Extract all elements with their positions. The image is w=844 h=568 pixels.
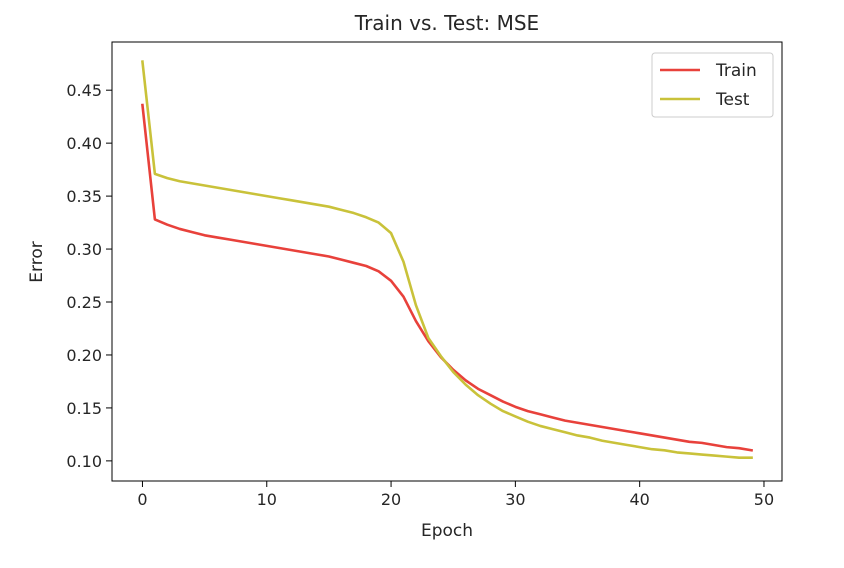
chart-title: Train vs. Test: MSE: [354, 11, 539, 35]
series-line-test: [141, 60, 753, 460]
x-tick-label: 50: [754, 490, 774, 509]
x-tick-label: 30: [505, 490, 525, 509]
y-tick-label: 0.15: [66, 399, 102, 418]
y-tick-label: 0.10: [66, 452, 102, 471]
x-tick-label: 20: [381, 490, 401, 509]
x-tick-label: 10: [257, 490, 277, 509]
y-tick-label: 0.35: [66, 187, 102, 206]
x-axis-label: Epoch: [421, 521, 473, 541]
y-axis-label: Error: [27, 241, 47, 282]
y-tick-label: 0.45: [66, 81, 102, 100]
y-tick-label: 0.20: [66, 346, 102, 365]
legend-label-train: Train: [715, 61, 757, 81]
y-tick-label: 0.40: [66, 134, 102, 153]
x-tick-label: 0: [137, 490, 147, 509]
x-tick-label: 40: [629, 490, 649, 509]
y-tick-label: 0.30: [66, 240, 102, 259]
x-axis: 0 10 20 30 40 50: [137, 481, 774, 509]
y-tick-label: 0.25: [66, 293, 102, 312]
legend: Train Test: [651, 52, 774, 118]
series-layer: [141, 60, 754, 460]
y-axis: 0.10 0.15 0.20 0.25 0.30 0.35 0.40 0.45: [66, 81, 112, 471]
legend-label-test: Test: [715, 90, 750, 110]
